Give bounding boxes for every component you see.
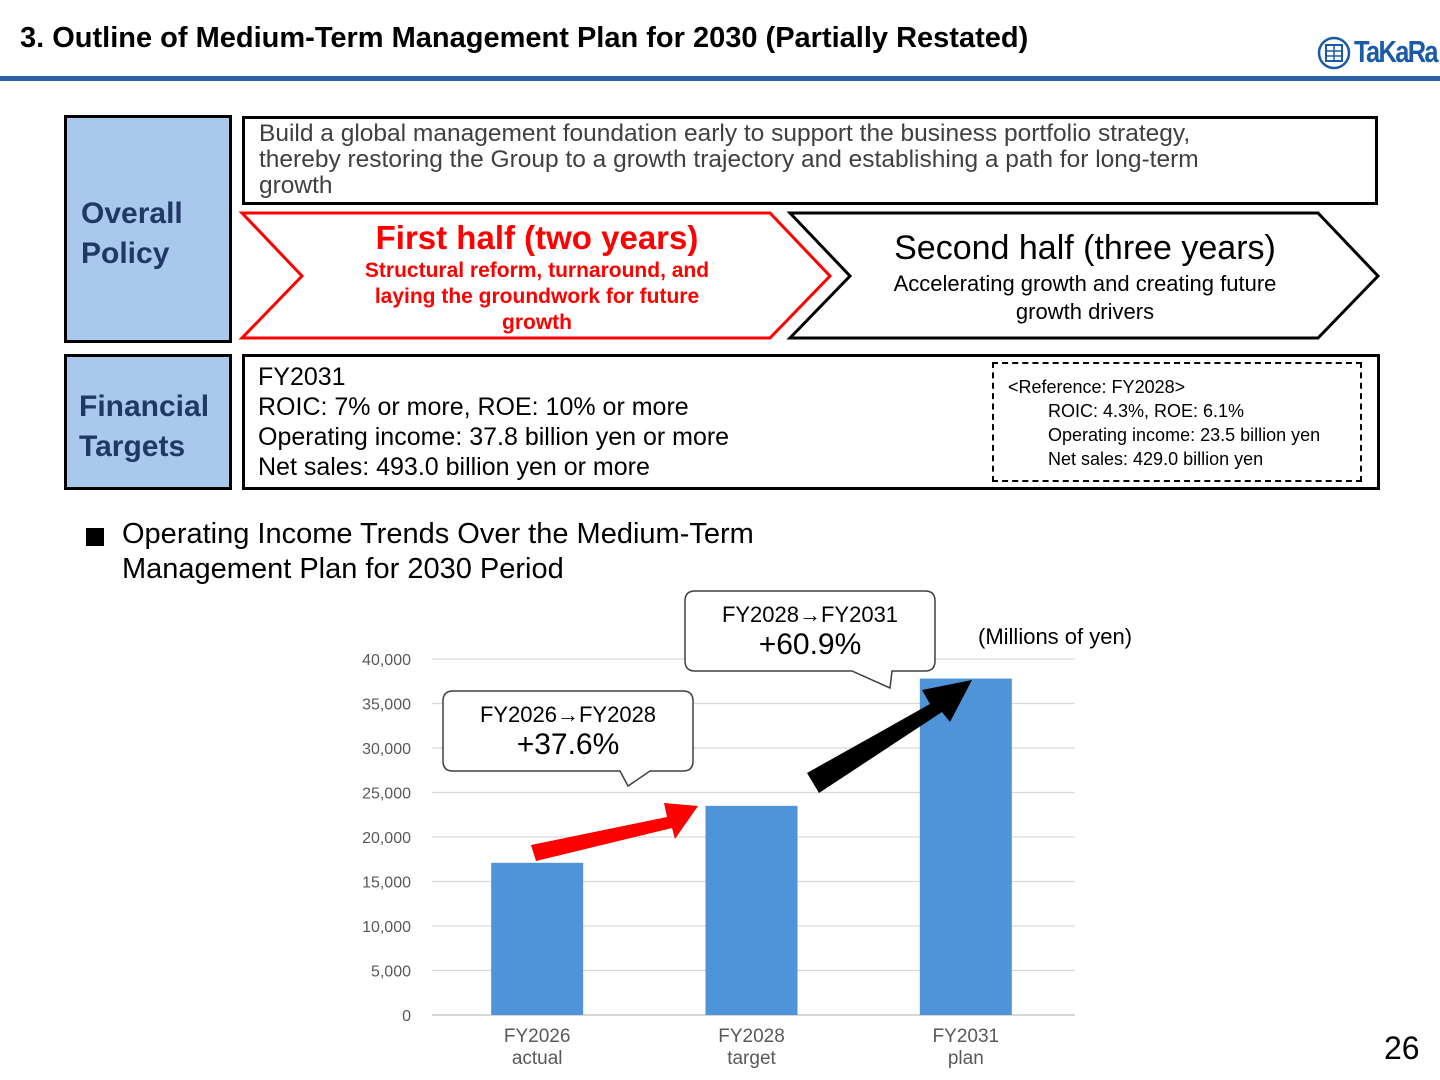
y-tick-label: 20,000 [362, 830, 411, 847]
bullet-square-icon [86, 528, 104, 546]
callout-1-period: FY2026→FY2028 [479, 702, 657, 727]
second-half-title: Second half (three years) [894, 229, 1276, 267]
bar-fy2026 [491, 862, 584, 1015]
y-tick-label: 5,000 [371, 964, 411, 981]
first-half-title: First half (two years) [375, 219, 699, 256]
callout-bubble-2 [684, 590, 936, 690]
y-tick-label: 40,000 [362, 652, 411, 669]
reference-line: ROIC: 4.3%, ROE: 6.1% [1048, 401, 1245, 421]
x-tick-label: actual [512, 1048, 563, 1069]
policy-statement-line3: growth [259, 172, 333, 199]
logo-text: TaKaRa [1354, 34, 1439, 69]
financial-targets-label-line1: Financial [79, 390, 210, 423]
y-tick-label: 25,000 [362, 786, 411, 803]
callout-bubble-1 [442, 690, 694, 788]
financial-targets-label: Financial Targets [64, 354, 232, 490]
policy-statement-line1: Build a global management foundation ear… [259, 120, 1191, 147]
target-line: ROIC: 7% or more, ROE: 10% or more [258, 393, 689, 421]
section-heading-line1: Operating Income Trends Over the Medium-… [122, 518, 754, 550]
first-half-subtitle: Structural reform, turnaround, and layin… [318, 258, 756, 336]
callout-2-period: FY2028→FY2031 [721, 602, 899, 627]
financial-targets-list: FY2031 ROIC: 7% or more, ROE: 10% or mor… [258, 362, 729, 482]
callout-1-text: FY2026→FY2028 +37.6% [443, 702, 693, 762]
y-tick-label: 35,000 [362, 697, 411, 714]
reference-line: Net sales: 429.0 billion yen [1048, 449, 1264, 469]
y-tick-label: 30,000 [362, 741, 411, 758]
phase-chevrons [238, 211, 1381, 340]
first-half-chevron [238, 211, 833, 340]
first-half-subtitle-line1: Structural reform, turnaround, and [364, 259, 710, 282]
y-tick-label: 15,000 [362, 875, 411, 892]
second-half-subtitle-line2: growth drivers [1015, 299, 1155, 324]
policy-statement-box: Build a global management foundation ear… [242, 116, 1378, 205]
overall-policy-label: Overall Policy [64, 115, 232, 343]
reference-box: <Reference: FY2028> ROIC: 4.3%, ROE: 6.1… [992, 362, 1362, 482]
callout-2-text: FY2028→FY2031 +60.9% [685, 602, 935, 662]
y-tick-label: 10,000 [362, 919, 411, 936]
logo-emblem-icon [1317, 36, 1351, 70]
growth-arrow-red [531, 803, 698, 861]
x-tick-label: FY2031 [933, 1026, 1000, 1047]
section-heading: Operating Income Trends Over the Medium-… [122, 517, 754, 587]
target-line: FY2031 [258, 363, 346, 391]
second-half-subtitle: Accelerating growth and creating future … [850, 270, 1320, 326]
first-half-subtitle-line3: growth [502, 311, 572, 334]
financial-targets-box [242, 354, 1380, 490]
second-half-subtitle-line1: Accelerating growth and creating future [893, 271, 1277, 296]
reference-line: Operating income: 23.5 billion yen [1048, 425, 1321, 445]
title-divider [0, 76, 1440, 81]
first-half-subtitle-line2: laying the groundwork for future [374, 285, 700, 308]
page-number: 26 [1384, 1030, 1420, 1066]
x-tick-label: FY2026 [504, 1026, 571, 1047]
company-logo: TaKaRa [1316, 34, 1439, 72]
section-heading-line2: Management Plan for 2030 Period [122, 553, 564, 585]
growth-arrow-black [807, 680, 972, 793]
overall-policy-label-line2: Policy [81, 237, 170, 270]
target-line: Net sales: 493.0 billion yen or more [258, 453, 650, 481]
financial-targets-label-line2: Targets [79, 430, 186, 463]
callout-2-change: +60.9% [758, 628, 862, 661]
bar-fy2028 [705, 805, 798, 1015]
chart-unit-label: (Millions of yen) [978, 624, 1133, 649]
x-tick-label: plan [948, 1048, 984, 1069]
second-half-chevron [786, 211, 1381, 340]
reference-heading: <Reference: FY2028> [1008, 377, 1186, 397]
x-tick-label: FY2028 [718, 1026, 785, 1047]
overall-policy-label-line1: Overall [81, 197, 183, 230]
page-title: 3. Outline of Medium-Term Management Pla… [20, 22, 1029, 54]
target-line: Operating income: 37.8 billion yen or mo… [258, 423, 730, 451]
bar-fy2031 [919, 678, 1012, 1015]
policy-statement-line2: thereby restoring the Group to a growth … [259, 146, 1199, 173]
y-tick-label: 0 [402, 1008, 411, 1025]
callout-1-change: +37.6% [516, 728, 620, 761]
x-tick-label: target [727, 1048, 776, 1069]
